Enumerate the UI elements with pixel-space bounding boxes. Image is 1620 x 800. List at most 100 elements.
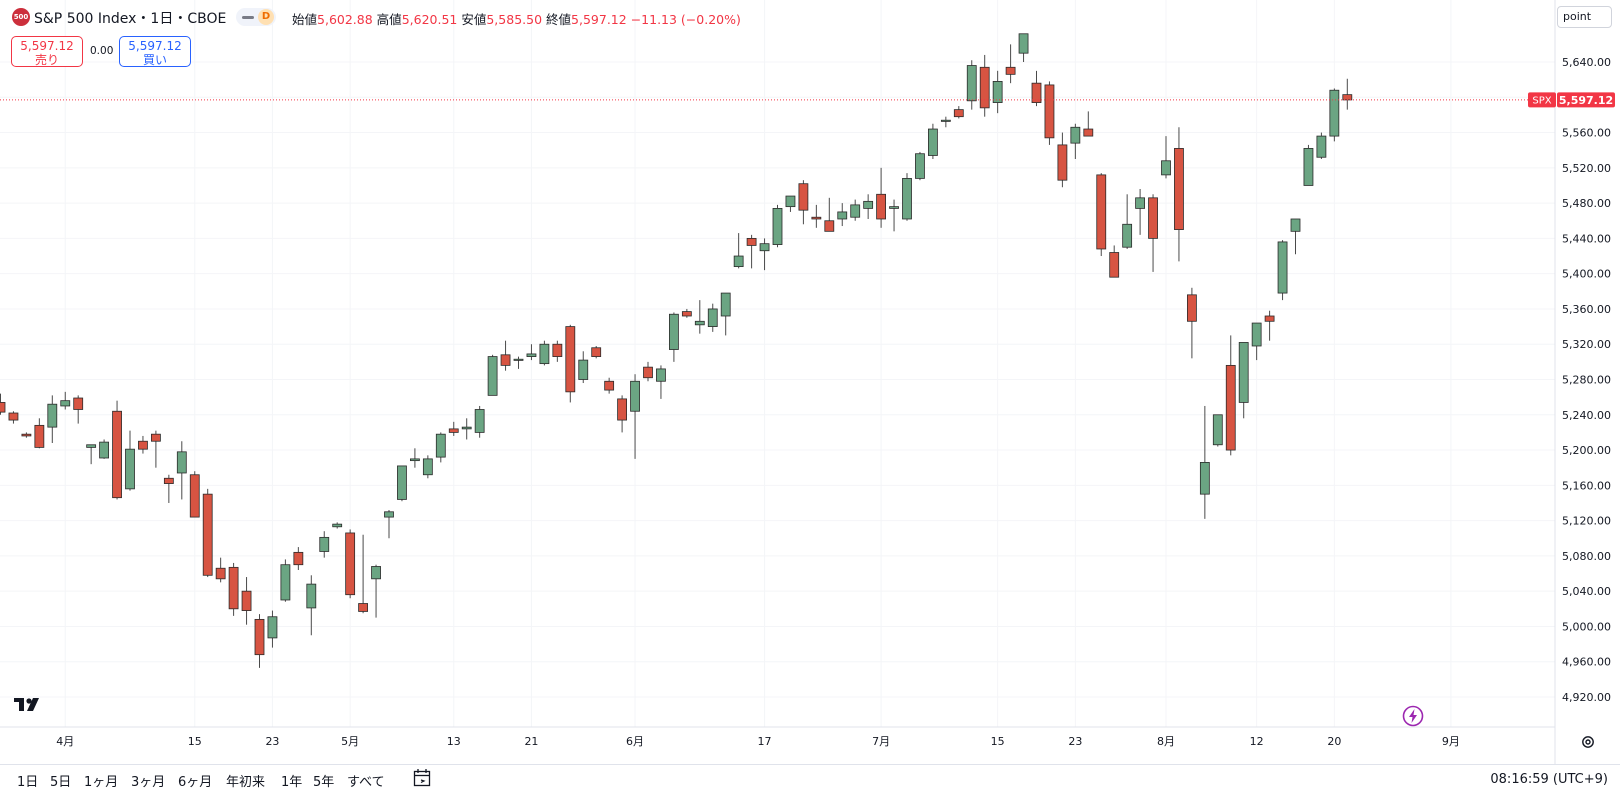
symbol-logo-icon[interactable]: 500	[12, 8, 30, 26]
candle-body	[99, 441, 109, 459]
candle-up	[435, 432, 446, 463]
sell-button[interactable]: 5,597.12 売り	[11, 36, 83, 67]
change-value: −11.13 (−0.20%)	[630, 12, 741, 27]
clock-timezone[interactable]: 08:16:59 (UTC+9)	[1490, 772, 1608, 787]
candle-up	[1135, 189, 1145, 235]
price-tick-label: 5,520.00	[1562, 162, 1611, 175]
candle-body	[979, 66, 990, 109]
candle-body	[966, 65, 977, 102]
candle-down	[876, 167, 886, 228]
price-tick-label: 5,320.00	[1562, 338, 1611, 351]
last-price-tag: SPX 5,597.12	[1528, 92, 1615, 108]
time-tick-label: 9月	[1442, 735, 1460, 748]
candle-body	[746, 237, 757, 246]
candle-body	[319, 536, 330, 552]
candle-body	[73, 397, 84, 410]
range-all-button[interactable]: すべて	[347, 775, 385, 790]
candle-up	[47, 395, 58, 443]
candle-up	[915, 151, 925, 181]
candle-up	[1290, 218, 1301, 255]
range-ytd-button[interactable]: 年初来	[226, 775, 266, 790]
gear-icon[interactable]	[1580, 734, 1596, 750]
candle-up	[720, 292, 731, 336]
candle-body	[876, 193, 886, 220]
candle-up	[1161, 136, 1171, 179]
candle-up	[1303, 144, 1314, 186]
candle-body	[772, 208, 783, 245]
range-5d-button[interactable]: 5日	[50, 775, 72, 790]
candle-up	[889, 199, 899, 232]
candle-body	[409, 458, 420, 462]
candle-body	[1342, 94, 1353, 101]
price-tick-label: 5,160.00	[1562, 479, 1611, 492]
candle-up	[966, 60, 977, 110]
candle-body	[1238, 342, 1249, 403]
candle-body	[785, 195, 796, 208]
price-tick-label: 5,440.00	[1562, 232, 1611, 245]
candle-down	[1005, 44, 1016, 84]
candle-body	[125, 448, 135, 490]
low-label: 安値	[461, 12, 487, 27]
candle-up	[526, 344, 537, 361]
candle-body	[422, 458, 433, 476]
range-1m-button[interactable]: 1ヶ月	[84, 775, 119, 790]
candle-up	[474, 405, 485, 438]
candle-down	[643, 361, 653, 382]
candle-body	[915, 153, 925, 179]
candle-up	[397, 465, 407, 502]
candle-body	[1018, 33, 1029, 54]
lightning-icon[interactable]	[1402, 705, 1424, 727]
candle-body	[811, 216, 822, 220]
minus-icon[interactable]	[242, 16, 254, 19]
price-axis: 4,920.00 4,960.00 5,000.00 5,040.00 5,080.00…	[1562, 56, 1611, 704]
price-chart[interactable]: 4,920.00 4,960.00 5,000.00 5,040.00 5,080.00…	[0, 0, 1620, 764]
candle-down	[73, 395, 84, 424]
symbol-title[interactable]: S&P 500 Index・1日・CBOE	[34, 11, 227, 27]
candle-down	[21, 432, 32, 438]
calendar-range-icon[interactable]	[413, 768, 431, 788]
close-label: 終値	[546, 12, 572, 27]
high-label: 高値	[376, 12, 402, 27]
interval-badge[interactable]: D	[258, 9, 274, 25]
candle-body	[1303, 148, 1314, 186]
candle-up	[759, 238, 770, 271]
candle-up	[928, 123, 938, 160]
range-6m-button[interactable]: 6ヶ月	[178, 775, 213, 790]
candle-down	[112, 400, 122, 500]
candle-up	[733, 233, 744, 269]
price-tick-label: 5,480.00	[1562, 197, 1611, 210]
candle-down	[189, 471, 200, 518]
candle-body	[1277, 241, 1288, 294]
candle-up	[332, 522, 343, 529]
candle-down	[1174, 127, 1184, 262]
price-tag-symbol: SPX	[1532, 95, 1551, 106]
time-tick-label: 7月	[872, 735, 890, 748]
time-tick-label: 21	[524, 735, 538, 748]
time-axis: 4月 15 23 5月 13 21 6月 17 7月 15 23 8月 12 20 9月	[56, 735, 1460, 748]
tradingview-logo-icon[interactable]	[14, 697, 46, 713]
range-1d-button[interactable]: 1日	[17, 775, 39, 790]
candle-body	[202, 493, 213, 576]
range-1y-button[interactable]: 1年	[281, 775, 303, 790]
candle-body	[1005, 66, 1016, 75]
candle-down	[500, 340, 511, 371]
candle-body	[604, 380, 615, 391]
scale-mode-button[interactable]: point	[1557, 6, 1612, 28]
candle-up	[1251, 322, 1262, 361]
candle-body	[0, 402, 6, 413]
candle-up	[656, 365, 666, 399]
range-5y-button[interactable]: 5年	[313, 775, 335, 790]
candle-up	[707, 303, 718, 332]
candle-body	[1070, 126, 1081, 144]
candle-body	[863, 200, 874, 209]
candle-body	[500, 354, 511, 366]
price-tick-label: 5,040.00	[1562, 585, 1611, 598]
range-3m-button[interactable]: 3ヶ月	[131, 775, 166, 790]
candle-body	[306, 583, 317, 609]
candle-down	[565, 324, 576, 403]
price-tick-label: 5,640.00	[1562, 56, 1611, 69]
price-tick-label: 5,560.00	[1562, 127, 1611, 140]
candle-body	[1316, 135, 1327, 158]
buy-button[interactable]: 5,597.12 買い	[119, 36, 191, 67]
candle-up	[384, 510, 394, 539]
